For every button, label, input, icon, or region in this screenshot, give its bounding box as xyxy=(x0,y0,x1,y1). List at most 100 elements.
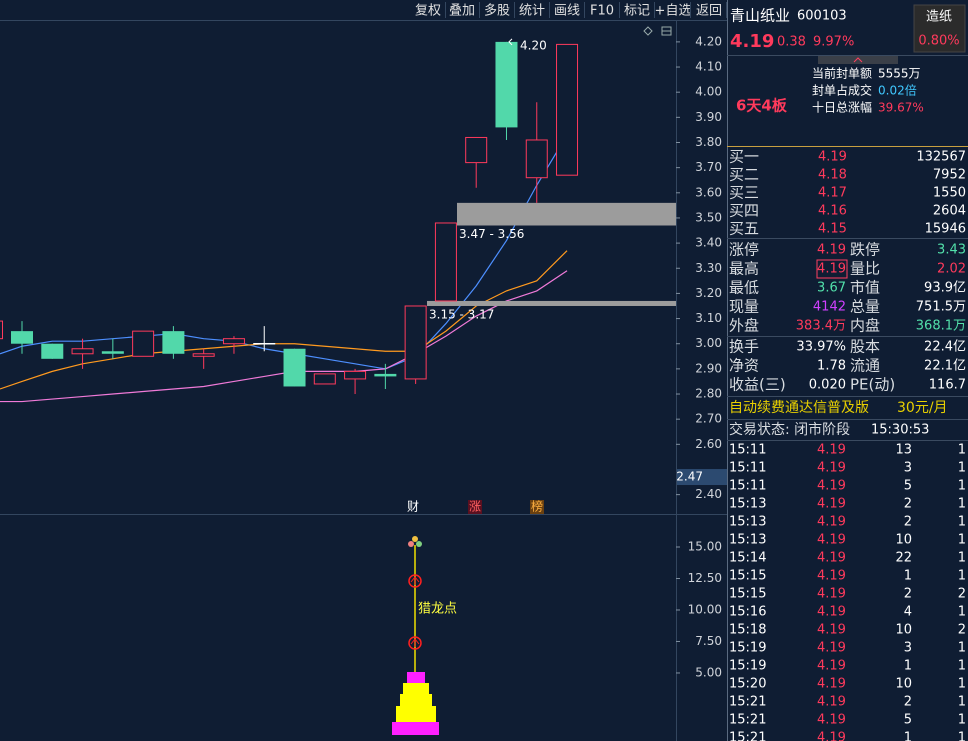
trade-status: 交易状态: 闭市阶段 xyxy=(729,421,850,438)
trade-time: 15:15 xyxy=(729,587,766,602)
zone-label: 3.47 - 3.56 xyxy=(459,227,524,241)
trade-price: 4.19 xyxy=(817,713,846,728)
trade-count: 1 xyxy=(958,533,966,548)
y-tick-label: 4.10 xyxy=(695,60,722,74)
candle-body xyxy=(404,305,427,380)
trade-count: 2 xyxy=(958,623,966,638)
trade-time: 15:21 xyxy=(729,713,766,728)
trade-count: 2 xyxy=(958,587,966,602)
trade-time: 15:19 xyxy=(729,659,766,674)
trade-price: 4.19 xyxy=(817,569,846,584)
icon xyxy=(853,57,863,63)
status-time: 15:30:53 xyxy=(871,423,929,438)
trade-count: 1 xyxy=(958,515,966,530)
trade-count: 1 xyxy=(958,695,966,710)
event-marker-bg[interactable] xyxy=(468,500,482,514)
fund-value: 22.4亿 xyxy=(924,340,966,355)
y-tick-label: 3.50 xyxy=(695,210,722,224)
trade-time: 15:20 xyxy=(729,677,766,692)
candle-body xyxy=(132,330,155,357)
trade-price: 4.19 xyxy=(817,677,846,692)
trade-price: 4.19 xyxy=(817,533,846,548)
trade-count: 1 xyxy=(958,497,966,512)
trade-time: 15:11 xyxy=(729,461,766,476)
trade-price: 4.19 xyxy=(817,497,846,512)
board-count: 6天4板 xyxy=(736,97,788,115)
candle-body xyxy=(495,41,518,128)
y-tick-label: 2.90 xyxy=(695,361,722,375)
trade-price: 4.19 xyxy=(817,623,846,638)
icon xyxy=(643,26,653,36)
trade-volume: 5 xyxy=(904,713,912,728)
trade-count: 1 xyxy=(958,641,966,656)
icon xyxy=(408,541,414,547)
candle-body xyxy=(0,320,3,340)
trade-count: 1 xyxy=(958,605,966,620)
order-price: 4.17 xyxy=(818,186,847,201)
stat-value: 93.9亿 xyxy=(924,281,966,296)
y-tick-label: 4.00 xyxy=(695,85,722,99)
candle-body xyxy=(344,370,367,380)
fund-label: 流通 xyxy=(850,357,880,375)
stat-value: 3.67 xyxy=(817,281,846,296)
trade-price: 4.19 xyxy=(817,551,846,566)
order-volume: 2604 xyxy=(933,204,966,219)
y-tick-label: 10.00 xyxy=(688,602,722,616)
trade-volume: 10 xyxy=(895,623,912,638)
stat-label: 最高 xyxy=(729,260,759,278)
trade-count: 1 xyxy=(958,659,966,674)
candle-body xyxy=(222,338,245,345)
trade-volume: 1 xyxy=(904,731,912,741)
trade-time: 15:13 xyxy=(729,515,766,530)
y-tick-label: 3.90 xyxy=(695,110,722,124)
trade-volume: 10 xyxy=(895,533,912,548)
fund-label: PE(动) xyxy=(850,376,895,394)
y-tick-label: 4.20 xyxy=(695,34,722,48)
candle-body xyxy=(162,331,185,354)
toolbar xyxy=(0,0,727,20)
trade-count: 1 xyxy=(958,731,966,741)
stack-block xyxy=(400,694,432,706)
trade-count: 1 xyxy=(958,677,966,692)
candle-body xyxy=(283,348,306,387)
stat-label: 最低 xyxy=(729,279,759,297)
moving-average xyxy=(0,270,568,403)
trade-volume: 13 xyxy=(895,443,912,458)
last-price: 4.19 xyxy=(730,31,774,52)
trade-time: 15:11 xyxy=(729,443,766,458)
candle-body xyxy=(556,43,579,176)
fund-value: 0.020 xyxy=(809,378,846,393)
y-tick-label: 3.10 xyxy=(695,311,722,325)
seal-value: 39.67% xyxy=(878,101,924,115)
stat-label: 市值 xyxy=(850,279,880,297)
toolbar-label: 叠加 xyxy=(449,4,475,19)
stat-label: 内盘 xyxy=(850,317,880,335)
toolbar-label: 复权 xyxy=(415,3,441,19)
price-zone xyxy=(427,300,676,306)
trade-volume: 4 xyxy=(904,605,912,620)
trade-price: 4.19 xyxy=(817,479,846,494)
sector-name: 造纸 xyxy=(926,10,952,25)
event-marker-bg[interactable] xyxy=(530,500,544,514)
y-tick-label: 3.00 xyxy=(695,336,722,350)
trade-time: 15:13 xyxy=(729,497,766,512)
fund-label: 收益(三) xyxy=(729,376,786,394)
stack-block xyxy=(407,672,425,683)
y-tick-label: 2.40 xyxy=(695,487,722,501)
moving-average xyxy=(0,134,568,370)
stat-label: 总量 xyxy=(850,298,880,316)
trade-time: 15:14 xyxy=(729,551,766,566)
candle-body xyxy=(11,331,33,344)
stat-value: 368.1万 xyxy=(916,319,966,334)
promo-price: 30元/月 xyxy=(897,400,948,416)
candle-body xyxy=(374,373,397,377)
collapse-tab[interactable] xyxy=(818,55,898,64)
order-volume: 1550 xyxy=(933,186,966,201)
sector-button[interactable] xyxy=(913,4,966,53)
trade-price: 4.19 xyxy=(817,659,846,674)
event-marker: 涨 xyxy=(469,499,481,514)
order-price: 4.16 xyxy=(818,204,847,219)
trade-time: 15:21 xyxy=(729,731,766,741)
y-tick-label: 3.60 xyxy=(695,185,722,199)
stat-label: 外盘 xyxy=(729,317,759,335)
